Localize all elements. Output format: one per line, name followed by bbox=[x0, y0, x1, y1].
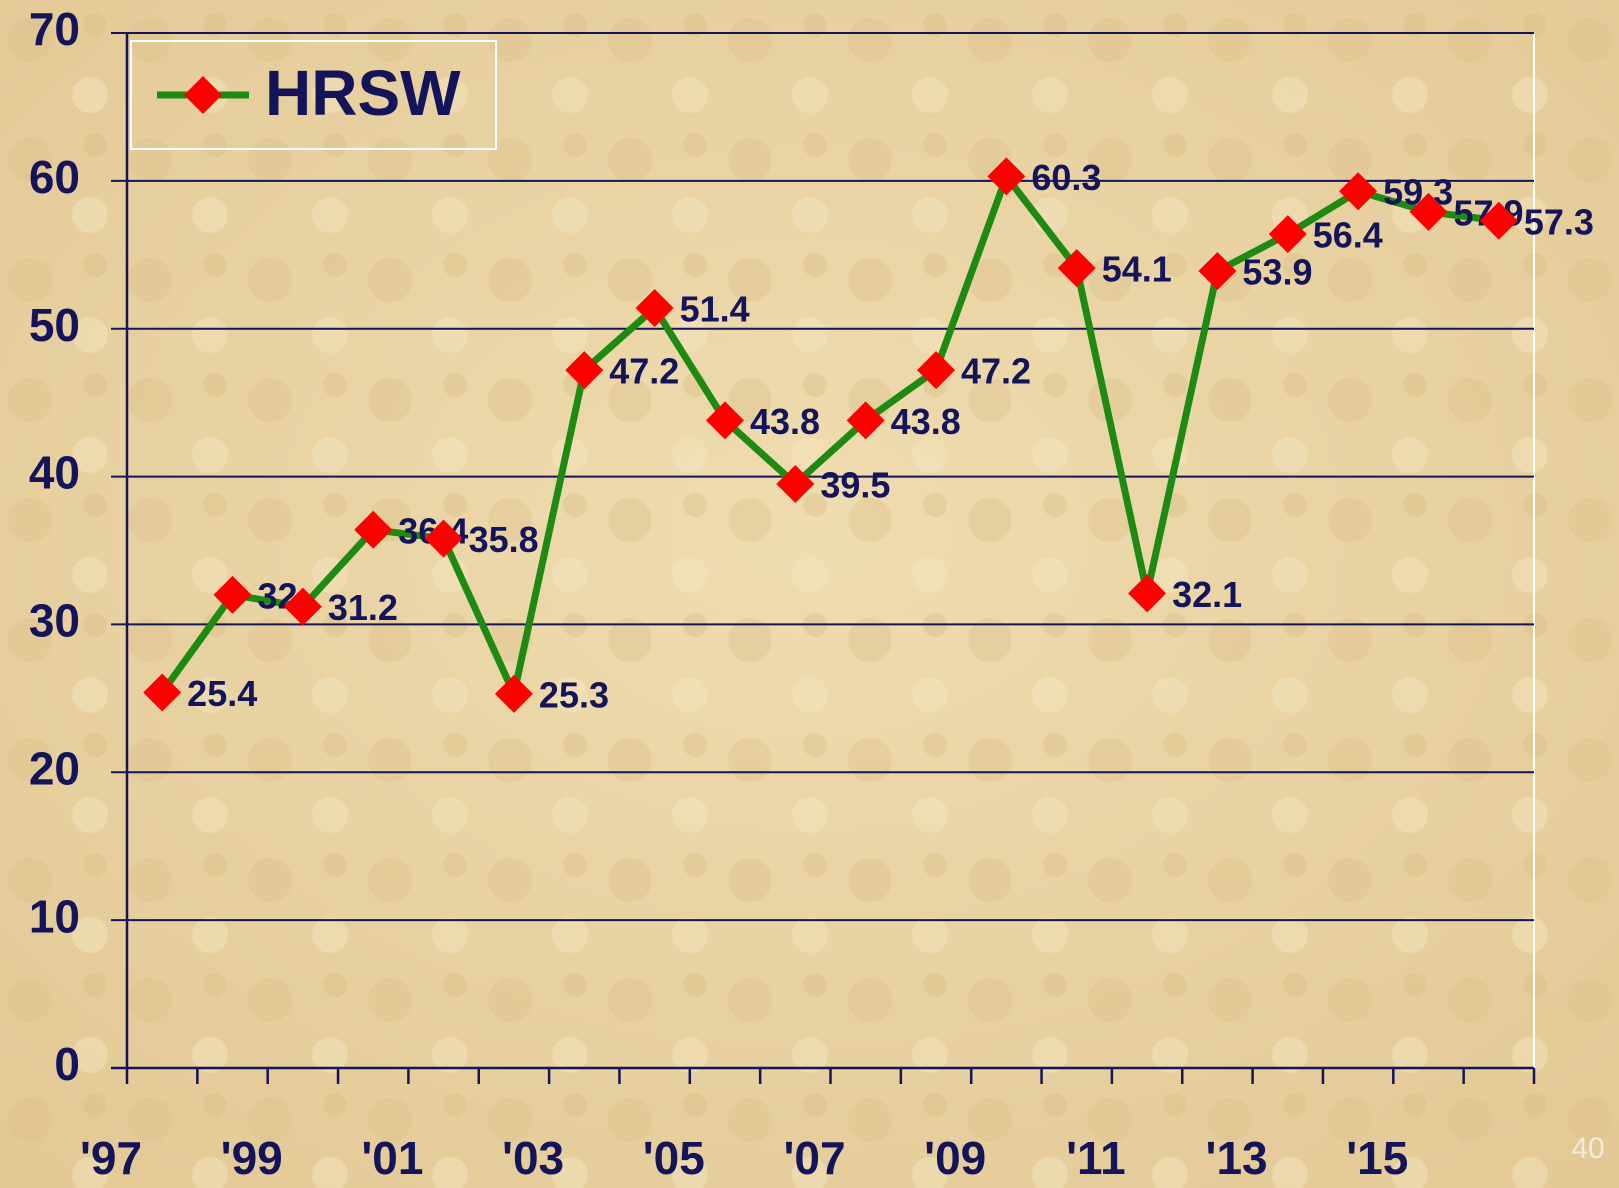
marker bbox=[494, 674, 533, 713]
y-tick-label: 40 bbox=[29, 447, 80, 499]
marker bbox=[1268, 215, 1307, 254]
marker bbox=[635, 289, 674, 328]
data-label: 57.3 bbox=[1524, 201, 1594, 242]
marker bbox=[424, 519, 463, 558]
y-tick-label: 30 bbox=[29, 595, 80, 647]
y-tick-label: 10 bbox=[29, 890, 80, 942]
legend-label: HRSW bbox=[265, 57, 461, 129]
x-tick-label: '11 bbox=[1066, 1132, 1126, 1184]
x-tick-label: '13 bbox=[1206, 1132, 1268, 1184]
x-tick-label: '01 bbox=[361, 1132, 423, 1184]
x-tick-label: '05 bbox=[643, 1132, 705, 1184]
data-label: 31.2 bbox=[328, 587, 398, 628]
data-label: 39.5 bbox=[820, 464, 890, 505]
data-label: 25.4 bbox=[187, 673, 257, 714]
data-label: 35.8 bbox=[469, 519, 539, 560]
data-label: 53.9 bbox=[1242, 252, 1312, 293]
y-tick-label: 0 bbox=[54, 1038, 80, 1090]
marker bbox=[1339, 172, 1378, 211]
marker bbox=[1057, 249, 1096, 288]
marker bbox=[776, 464, 815, 503]
marker bbox=[846, 401, 885, 440]
marker bbox=[565, 351, 604, 390]
x-tick-label: '09 bbox=[924, 1132, 986, 1184]
data-label: 43.8 bbox=[891, 401, 961, 442]
marker bbox=[1198, 252, 1237, 291]
marker bbox=[705, 401, 744, 440]
marker bbox=[213, 575, 252, 614]
data-label: 51.4 bbox=[680, 289, 750, 330]
marker bbox=[1479, 201, 1518, 240]
y-tick-label: 50 bbox=[29, 299, 80, 351]
marker bbox=[354, 510, 393, 549]
legend-marker bbox=[184, 76, 222, 114]
x-tick-label: '15 bbox=[1346, 1132, 1408, 1184]
marker bbox=[987, 157, 1026, 196]
data-label: 43.8 bbox=[750, 401, 820, 442]
page-number: 40 bbox=[1571, 1132, 1604, 1165]
data-label: 25.3 bbox=[539, 674, 609, 715]
y-tick-label: 20 bbox=[29, 742, 80, 794]
data-label: 32.1 bbox=[1172, 574, 1242, 615]
marker bbox=[1409, 192, 1448, 231]
data-label: 47.2 bbox=[609, 351, 679, 392]
y-tick-label: 70 bbox=[29, 3, 80, 55]
legend-box bbox=[130, 40, 497, 150]
marker bbox=[283, 587, 322, 626]
marker bbox=[143, 673, 182, 712]
data-label: 60.3 bbox=[1031, 157, 1101, 198]
x-tick-label: '99 bbox=[221, 1132, 283, 1184]
x-tick-label: '07 bbox=[783, 1132, 845, 1184]
marker bbox=[1128, 574, 1167, 613]
y-tick-label: 60 bbox=[29, 151, 80, 203]
data-label: 47.2 bbox=[961, 351, 1031, 392]
x-tick-label: '03 bbox=[502, 1132, 564, 1184]
data-label: 54.1 bbox=[1102, 249, 1172, 290]
x-tick-label: '97 bbox=[80, 1132, 142, 1184]
marker bbox=[917, 351, 956, 390]
data-label: 56.4 bbox=[1313, 215, 1383, 256]
